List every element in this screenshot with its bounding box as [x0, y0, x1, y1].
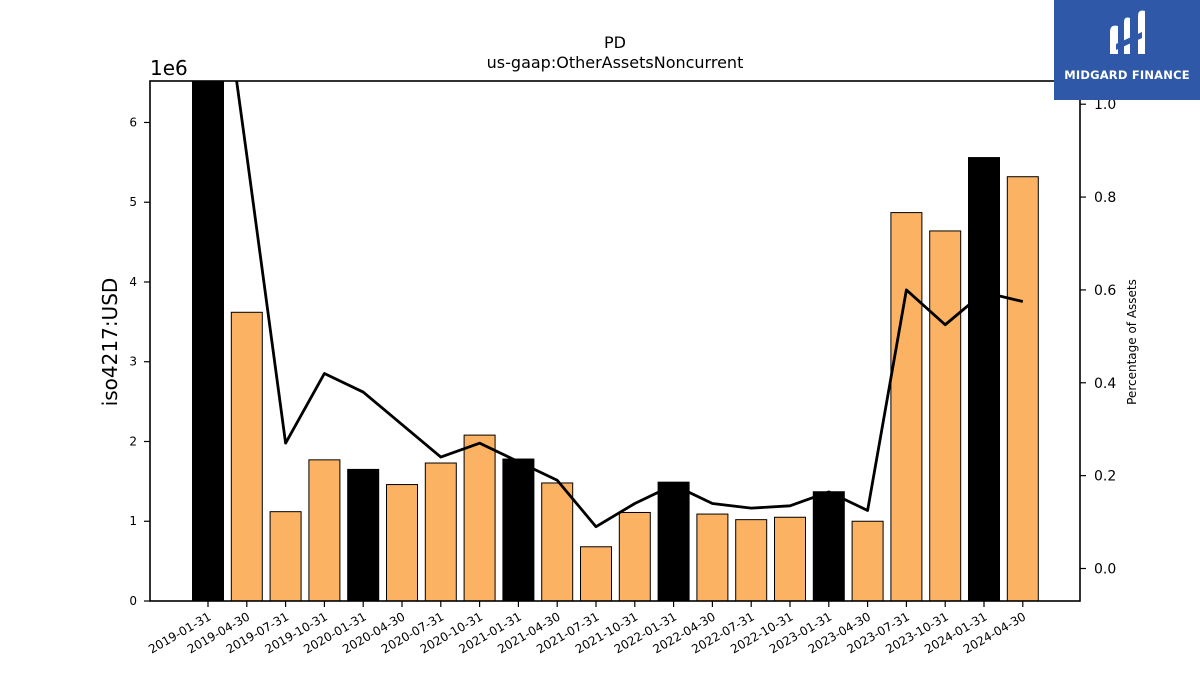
bar-2021-04-30 — [541, 482, 574, 602]
bar-2023-07-31 — [890, 212, 923, 602]
bar-2019-07-31 — [269, 511, 302, 602]
line-layer — [235, 81, 1024, 529]
bar-2021-01-31 — [502, 458, 535, 602]
bar-2022-07-31 — [735, 519, 768, 602]
bar-2022-10-31 — [774, 516, 806, 602]
y-tick-label: 5 — [129, 195, 137, 209]
bar-2020-01-31 — [347, 468, 380, 602]
bar-2020-04-30 — [386, 484, 418, 602]
bar-2022-04-30 — [696, 513, 729, 602]
logo-text: MIDGARD FINANCE — [1064, 68, 1190, 82]
bar-2019-01-31 — [192, 80, 224, 602]
bar-2024-04-30 — [1006, 176, 1039, 602]
bar-2022-01-31 — [657, 481, 690, 602]
chart-subtitle: us-gaap:OtherAssetsNoncurrent — [487, 53, 744, 72]
bar-2021-10-31 — [618, 511, 651, 602]
plot-frame — [149, 80, 1081, 602]
y-tick-label: 0 — [129, 594, 137, 608]
y-tick-label: 6 — [129, 115, 137, 129]
y-axis-label: iso4217:USD — [98, 278, 122, 407]
y2-tick-label: 0.8 — [1094, 190, 1116, 206]
y-tick-label: 3 — [129, 355, 137, 369]
brand-logo: MIDGARD FINANCE — [1054, 0, 1200, 100]
percentage-line — [235, 81, 1024, 529]
bar-2023-04-30 — [851, 520, 884, 602]
chart-title: PD — [604, 33, 626, 52]
bar-2019-04-30 — [230, 311, 263, 602]
y2-tick-label: 0.6 — [1094, 283, 1116, 299]
y2-axis-label: Percentage of Assets — [1125, 279, 1139, 405]
y2-tick-label: 0.4 — [1094, 376, 1116, 392]
bar-2019-10-31 — [308, 459, 341, 602]
bar-2021-07-31 — [580, 546, 612, 602]
y2-tick-label: 0.0 — [1094, 562, 1116, 578]
y-tick-label: 2 — [129, 434, 137, 448]
bar-2020-07-31 — [424, 462, 457, 602]
bars — [192, 80, 1039, 602]
y-tick-label: 4 — [129, 275, 137, 289]
bar-2020-10-31 — [463, 434, 496, 602]
y2-tick-label: 0.2 — [1094, 469, 1116, 485]
bar-2023-10-31 — [929, 230, 962, 602]
bar-2023-01-31 — [812, 491, 845, 602]
y-tick-label: 1 — [129, 514, 137, 528]
bar-2024-01-31 — [968, 157, 1000, 602]
logo-mark-icon — [1110, 10, 1145, 54]
y2-tick-label: 1.0 — [1094, 97, 1116, 113]
y-offset-label: 1e6 — [150, 56, 188, 80]
